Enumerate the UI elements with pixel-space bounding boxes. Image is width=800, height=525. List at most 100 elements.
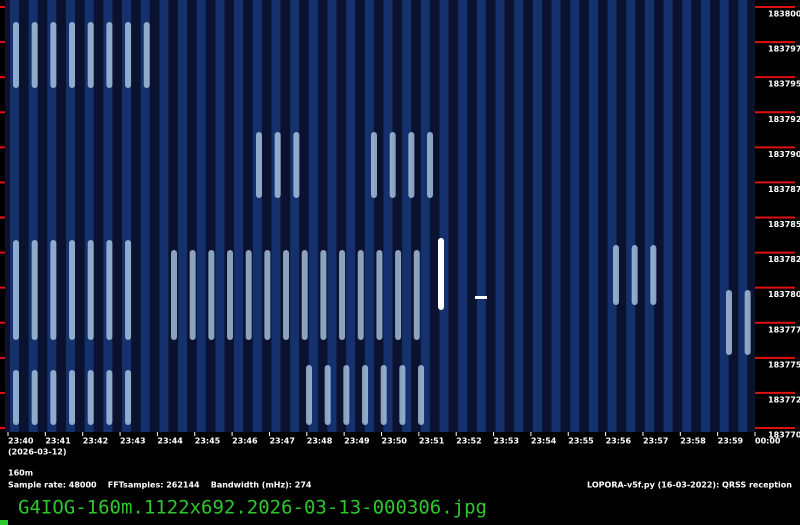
waterfall	[5, 0, 755, 432]
trace	[613, 245, 619, 305]
trace	[726, 290, 732, 355]
trace	[438, 238, 444, 310]
trace	[371, 132, 377, 198]
x-tick-label: 23:41	[45, 437, 71, 446]
trace	[650, 245, 657, 305]
trace	[50, 22, 57, 88]
stripe	[234, 0, 244, 432]
x-tick-label: 23:50	[382, 437, 408, 446]
stripe	[607, 0, 617, 432]
axes: 1837700 1837725 1837750 1837775 1837800 18378…	[0, 6, 800, 446]
trace	[106, 370, 113, 425]
y-tick-label: 1837925	[768, 115, 800, 124]
x-tick-label: 23:44	[157, 437, 183, 446]
trace	[376, 250, 383, 340]
trace	[395, 250, 402, 340]
trace	[301, 250, 308, 340]
x-tick-label: 23:42	[83, 437, 108, 446]
stripe	[476, 0, 486, 432]
trace	[283, 250, 290, 340]
trace	[125, 370, 132, 425]
x-tick-label: 23:55	[568, 437, 594, 446]
y-tick-label: 1837950	[768, 80, 800, 89]
trace	[13, 240, 19, 340]
y-tick-label: 1837850	[768, 220, 800, 229]
trace	[227, 250, 234, 340]
trace	[293, 132, 300, 198]
trace	[256, 132, 262, 198]
stripe	[738, 0, 748, 432]
stripe	[290, 0, 300, 432]
trace	[143, 22, 150, 88]
trace	[418, 365, 425, 425]
band-label: 160m	[8, 469, 33, 478]
x-date: (2026-03-12)	[8, 448, 66, 457]
stripe	[178, 0, 188, 432]
trace	[427, 132, 434, 198]
x-tick-label: 23:48	[307, 437, 333, 446]
y-tick-label: 1837800	[768, 290, 800, 299]
trace	[744, 290, 751, 355]
stripe	[420, 0, 430, 432]
trace	[69, 22, 76, 88]
stripe	[644, 0, 654, 432]
trace	[87, 370, 94, 425]
trace	[31, 22, 38, 88]
trace	[69, 240, 76, 340]
trace	[13, 22, 19, 88]
trace	[264, 250, 271, 340]
x-tick-label: 00:00	[755, 437, 781, 446]
stripe	[140, 0, 150, 432]
waterfall-stripes	[10, 0, 748, 432]
signal-traces	[13, 22, 751, 425]
stripe	[252, 0, 262, 432]
software: LOPORA-v5f.py (16-03-2022): QRSS recepti…	[587, 481, 792, 490]
stripe	[682, 0, 692, 432]
x-tick-label: 23:47	[269, 437, 294, 446]
trace	[69, 370, 76, 425]
trace	[106, 22, 113, 88]
stripe	[327, 0, 337, 432]
trace	[50, 370, 57, 425]
stripe	[663, 0, 673, 432]
stripe	[514, 0, 524, 432]
stripe	[570, 0, 580, 432]
y-tick-label: 1837700	[768, 431, 800, 440]
trace	[306, 365, 312, 425]
trace	[324, 365, 331, 425]
x-tick-label: 23:45	[195, 437, 221, 446]
trace	[343, 365, 350, 425]
stripe	[308, 0, 318, 432]
trace	[357, 250, 364, 340]
stripe	[364, 0, 374, 432]
trace	[208, 250, 215, 340]
stripe	[10, 0, 19, 432]
trace	[189, 250, 196, 340]
stripe	[122, 0, 132, 432]
trace	[125, 240, 132, 340]
y-tick-label: 1837825	[768, 255, 800, 264]
y-tick-label: 1837775	[768, 325, 800, 334]
stripe	[66, 0, 76, 432]
stripe	[28, 0, 38, 432]
stripe	[626, 0, 636, 432]
x-tick-label: 23:54	[531, 437, 557, 446]
footer-mark	[0, 520, 8, 525]
trace	[413, 250, 420, 340]
stripe	[551, 0, 561, 432]
y-tick-label: 1837900	[768, 150, 800, 159]
trace	[87, 22, 94, 88]
stripe	[439, 0, 449, 432]
x-tick-label: 23:51	[419, 437, 445, 446]
stripe	[346, 0, 356, 432]
trace	[362, 365, 369, 425]
stripe	[402, 0, 412, 432]
trace	[125, 22, 132, 88]
stripe	[196, 0, 206, 432]
x-tick-label: 23:49	[344, 437, 370, 446]
trace	[631, 245, 638, 305]
trace	[171, 250, 177, 340]
x-tick-label: 23:52	[456, 437, 481, 446]
stripe	[103, 0, 113, 432]
stripe	[159, 0, 169, 432]
